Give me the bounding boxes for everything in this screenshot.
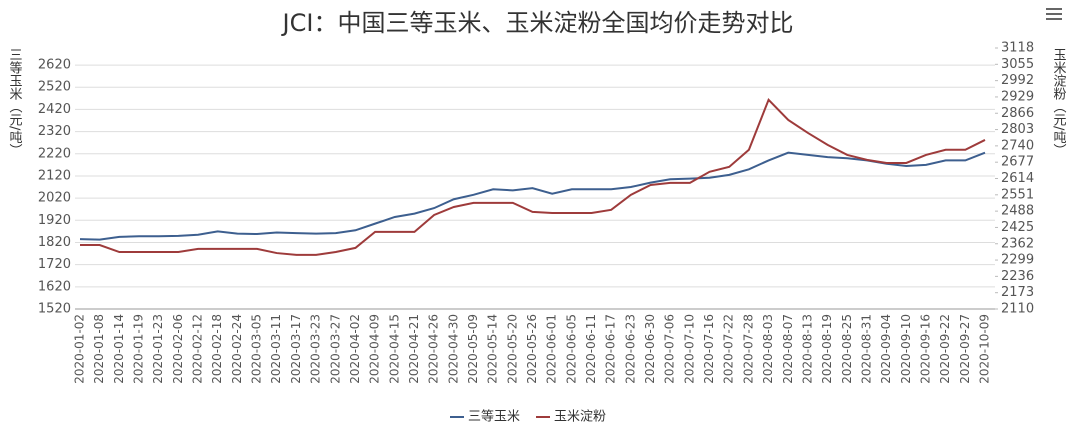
x-tick-label: 2020-01-02	[73, 314, 87, 384]
x-tick-label: 2020-05-14	[486, 314, 500, 384]
y-tick-label: 1720	[38, 257, 71, 272]
y2-tick-label: 2110	[1001, 302, 1034, 317]
x-tick-label: 2020-02-18	[210, 314, 224, 384]
y2-tick-label: 2614	[1001, 171, 1034, 186]
x-tick-label: 2020-10-09	[978, 314, 992, 384]
y-tick-label: 2020	[38, 191, 71, 206]
x-tick-label: 2020-09-10	[899, 314, 913, 384]
x-tick-label: 2020-09-27	[958, 314, 972, 384]
y2-tick-label: 2803	[1001, 122, 1034, 137]
legend-label: 玉米淀粉	[554, 410, 606, 425]
y2-tick-label: 3118	[1001, 41, 1034, 56]
x-tick-label: 2020-02-24	[230, 314, 244, 384]
y2-tick-label: 2866	[1001, 106, 1034, 121]
y-tick-label: 1520	[38, 302, 71, 317]
series-line	[79, 151, 986, 241]
x-tick-label: 2020-04-30	[446, 314, 460, 384]
x-tick-label: 2020-08-13	[800, 314, 814, 384]
x-tick-label: 2020-04-21	[407, 314, 421, 384]
x-tick-label: 2020-08-31	[859, 314, 873, 384]
y2-tick-label: 2992	[1001, 73, 1034, 88]
menu-icon[interactable]	[1046, 8, 1062, 20]
x-tick-label: 2020-08-25	[840, 314, 854, 384]
x-tick-label: 2020-07-16	[702, 314, 716, 384]
y2-tick-label: 2425	[1001, 220, 1034, 235]
y2-tick-label: 2299	[1001, 253, 1034, 268]
x-tick-label: 2020-06-23	[623, 314, 637, 384]
x-tick-label: 2020-06-01	[545, 314, 559, 384]
y2-tick-label: 2677	[1001, 155, 1034, 170]
x-tick-label: 2020-07-28	[741, 314, 755, 384]
x-tick-label: 2020-01-14	[112, 314, 126, 384]
x-tick-label: 2020-09-04	[879, 314, 893, 384]
x-tick-label: 2020-05-20	[505, 314, 519, 384]
x-tick-label: 2020-03-17	[289, 314, 303, 384]
x-tick-label: 2020-03-05	[250, 314, 264, 384]
y-tick-label: 2220	[38, 146, 71, 161]
chart-title: JCI：中国三等玉米、玉米淀粉全国均价走势对比	[281, 9, 794, 37]
y-tick-label: 2520	[38, 80, 71, 95]
x-tick-label: 2020-01-23	[151, 314, 165, 384]
y-axis-label: 三等玉米（元/吨）	[7, 48, 23, 156]
x-tick-label: 2020-08-19	[820, 314, 834, 384]
x-tick-label: 2020-03-23	[309, 314, 323, 384]
y2-tick-label: 2362	[1001, 236, 1034, 251]
y-tick-label: 2320	[38, 124, 71, 139]
x-tick-label: 2020-09-16	[918, 314, 932, 384]
y2-axis-label: 玉米淀粉（元/吨）	[1051, 48, 1067, 156]
y-tick-label: 1820	[38, 235, 71, 250]
x-tick-label: 2020-02-06	[171, 314, 185, 384]
y-tick-label: 1620	[38, 279, 71, 294]
x-tick-label: 2020-06-17	[604, 314, 618, 384]
x-tick-label: 2020-04-02	[348, 314, 362, 384]
y2-tick-label: 2551	[1001, 187, 1034, 202]
y-tick-label: 1920	[38, 213, 71, 228]
x-tick-label: 2020-05-26	[525, 314, 539, 384]
y-tick-label: 2120	[38, 168, 71, 183]
y2-tick-label: 2173	[1001, 285, 1034, 300]
y-tick-label: 2620	[38, 58, 71, 73]
series-line	[80, 97, 986, 256]
x-tick-label: 2020-07-22	[722, 314, 736, 384]
x-tick-label: 2020-01-08	[92, 314, 106, 384]
y2-tick-label: 2236	[1001, 269, 1034, 284]
x-tick-label: 2020-02-12	[191, 314, 205, 384]
y2-tick-label: 2740	[1001, 138, 1034, 153]
x-tick-label: 2020-04-09	[368, 314, 382, 384]
x-tick-label: 2020-08-03	[761, 314, 775, 384]
x-tick-label: 2020-08-07	[781, 314, 795, 384]
x-tick-label: 2020-07-06	[663, 314, 677, 384]
x-tick-label: 2020-07-10	[682, 314, 696, 384]
x-tick-label: 2020-06-11	[584, 314, 598, 384]
x-tick-label: 2020-09-22	[938, 314, 952, 384]
x-tick-label: 2020-01-19	[132, 314, 146, 384]
x-tick-label: 2020-06-05	[564, 314, 578, 384]
legend-label: 三等玉米	[468, 409, 520, 425]
y2-tick-label: 2488	[1001, 204, 1034, 219]
x-tick-label: 2020-06-30	[643, 314, 657, 384]
y2-tick-label: 2929	[1001, 89, 1034, 104]
y-tick-label: 2420	[38, 102, 71, 117]
x-tick-label: 2020-03-27	[328, 314, 342, 384]
x-tick-label: 2020-04-15	[387, 314, 401, 384]
x-tick-label: 2020-05-09	[466, 314, 480, 384]
y2-tick-label: 3055	[1001, 57, 1034, 72]
x-tick-label: 2020-04-26	[427, 314, 441, 384]
x-tick-label: 2020-03-11	[269, 314, 283, 384]
